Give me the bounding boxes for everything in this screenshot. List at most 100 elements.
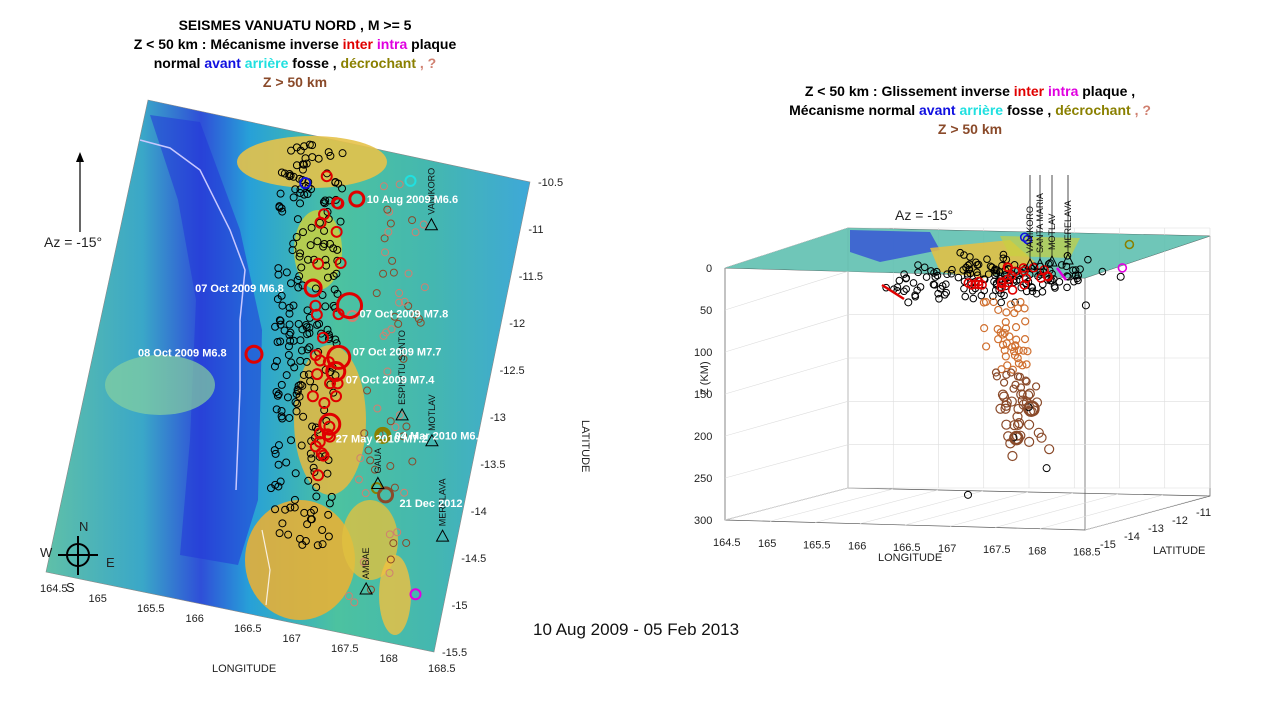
event-marker — [293, 399, 302, 408]
inter-event-marker — [330, 225, 343, 238]
event-marker — [324, 334, 333, 343]
event-marker — [1116, 272, 1125, 281]
event-marker — [914, 268, 922, 277]
event-marker — [1050, 282, 1059, 291]
event-marker — [318, 526, 327, 535]
event-marker — [922, 273, 931, 281]
right-zlabel: Z (KM) — [699, 361, 711, 395]
lon-tick-label: 166.5 — [893, 542, 921, 554]
island-label: GAUA — [373, 448, 383, 474]
left-island-markers: VANIKORO ESPIRITU SANTO MOTLAV GAUA MERELAVA… — [359, 168, 450, 595]
volcano-icon — [435, 529, 450, 542]
event-marker — [303, 255, 312, 264]
event-marker — [290, 503, 299, 512]
deep-event-marker — [420, 283, 429, 292]
event-marker — [332, 269, 341, 278]
event-marker — [956, 248, 964, 257]
grid-line — [724, 314, 849, 353]
lat-tick-label: -14.5 — [461, 553, 486, 565]
event-marker — [306, 377, 315, 386]
legend-unknown: , ? — [416, 55, 437, 71]
deep-event-marker — [390, 312, 399, 321]
inter-event-marker — [320, 170, 333, 183]
deep-event-marker — [1001, 397, 1012, 408]
lat-tick-label: -12 — [509, 318, 525, 330]
major-event-marker — [1009, 430, 1024, 446]
event-marker — [1062, 262, 1071, 271]
event-marker — [295, 252, 304, 261]
island-label: MOTLAV — [427, 394, 437, 430]
event-marker — [312, 483, 321, 492]
deep-event-marker — [379, 269, 388, 278]
lat-tick-label: -10.5 — [538, 177, 563, 189]
deep-event-marker — [399, 432, 408, 441]
deep-event-marker — [997, 389, 1009, 400]
deep-event-marker — [1002, 339, 1011, 348]
lon-tick-label: 167 — [283, 633, 301, 645]
inter-event-marker — [323, 420, 336, 433]
event-marker — [324, 148, 333, 157]
deep-event-marker — [363, 386, 372, 395]
deep-event-marker — [999, 378, 1009, 387]
event-marker — [305, 140, 314, 149]
lat-tick-label: -13 — [1148, 523, 1164, 535]
deep-event-marker — [400, 488, 409, 497]
event-marker — [336, 217, 345, 226]
event-label: 10 Aug 2009 M6.6 — [367, 194, 458, 206]
event-marker — [275, 203, 284, 212]
event-label: 04 Mar 2010 M6.5 — [395, 430, 485, 442]
deep-event-marker — [395, 289, 404, 298]
deep-event-marker — [383, 367, 392, 376]
event-marker — [282, 458, 291, 467]
event-marker — [274, 441, 283, 450]
island-label: ESPIRITU SANTO — [397, 330, 407, 405]
event-marker — [983, 255, 991, 263]
event-marker — [299, 228, 308, 237]
deep-event-marker — [1001, 317, 1010, 327]
title-text: fosse , — [288, 55, 341, 71]
deep-event-marker — [399, 354, 408, 363]
lat-tick-label: -12 — [1172, 515, 1188, 527]
deep-event-marker — [1003, 361, 1012, 370]
deep-event-marker — [1000, 403, 1011, 414]
event-marker — [989, 292, 997, 300]
inter-event-marker — [1036, 273, 1046, 283]
island-label: MERELAVA — [438, 478, 448, 526]
right-island-markers: VANIKORO SANTA MARIA MOTLAV MERELAVA — [1024, 175, 1074, 270]
event-marker — [295, 272, 304, 281]
deep-event-marker — [354, 475, 363, 484]
inter-event-marker — [1028, 262, 1039, 273]
event-marker — [941, 290, 949, 299]
event-marker — [293, 275, 302, 284]
event-marker — [1038, 288, 1047, 296]
event-marker — [960, 284, 968, 293]
deep-event-marker — [382, 328, 391, 337]
left-ylabel: LATITUDE — [579, 420, 591, 472]
grid-line — [1084, 495, 1209, 531]
event-marker — [333, 245, 342, 254]
deep-event-marker — [1014, 418, 1025, 429]
deep-event-marker — [1012, 335, 1021, 344]
deep-event-marker — [1009, 347, 1019, 356]
deep-event-marker — [1013, 372, 1023, 381]
event-marker — [959, 266, 968, 274]
event-marker — [291, 185, 300, 194]
event-marker — [942, 288, 951, 297]
shallow-zone — [342, 500, 398, 580]
event-marker — [1117, 263, 1128, 273]
event-marker — [302, 357, 311, 366]
event-marker — [296, 199, 305, 208]
deep-event-marker — [386, 417, 395, 426]
deep-event-marker — [1023, 347, 1032, 356]
event-marker — [303, 345, 312, 354]
inter-event-marker — [1019, 280, 1030, 290]
date-range: 10 Aug 2009 - 05 Feb 2013 — [533, 620, 740, 639]
event-marker — [321, 302, 330, 311]
deep-event-marker — [416, 318, 425, 327]
deep-event-marker — [1001, 352, 1010, 361]
left-azimuth-label: Az = -15° — [44, 234, 102, 250]
trench-surface — [850, 230, 940, 262]
shallow-zone — [245, 500, 355, 620]
event-marker — [1042, 464, 1051, 473]
